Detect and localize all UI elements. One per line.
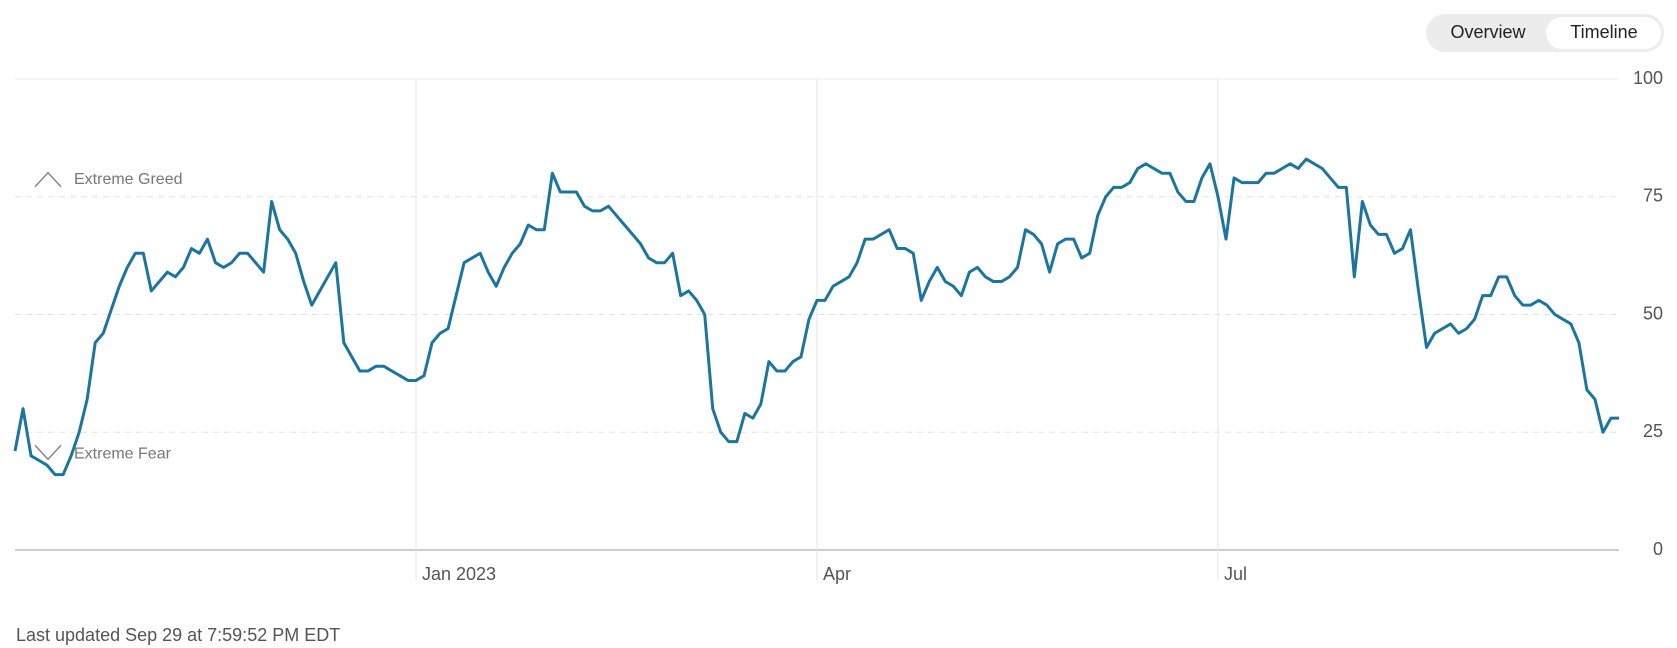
greed-chevron: [34, 171, 62, 188]
line: [13, 157, 1619, 477]
annotation: Extreme Greed: [74, 171, 182, 188]
x-tick-label: Jan 2023: [422, 564, 496, 584]
footer: Last updated Sep 29 at 7:59:52 PM EDT: [16, 625, 340, 645]
y-tick-label: 75: [1643, 186, 1663, 206]
x-tick-label: Jul: [1224, 564, 1247, 584]
tab-active-bg: [1546, 17, 1661, 49]
x-tick-label: Apr: [823, 564, 851, 584]
y-tick-label: 100: [1633, 68, 1663, 88]
tab-timeline[interactable]: Timeline: [1570, 22, 1637, 42]
tab-overview[interactable]: Overview: [1450, 22, 1526, 42]
y-tick-label: 0: [1653, 539, 1663, 559]
y-tick-label: 25: [1643, 421, 1663, 441]
annotation: Extreme Fear: [74, 445, 172, 462]
fear-chevron: [34, 444, 62, 461]
y-tick-label: 50: [1643, 303, 1663, 323]
